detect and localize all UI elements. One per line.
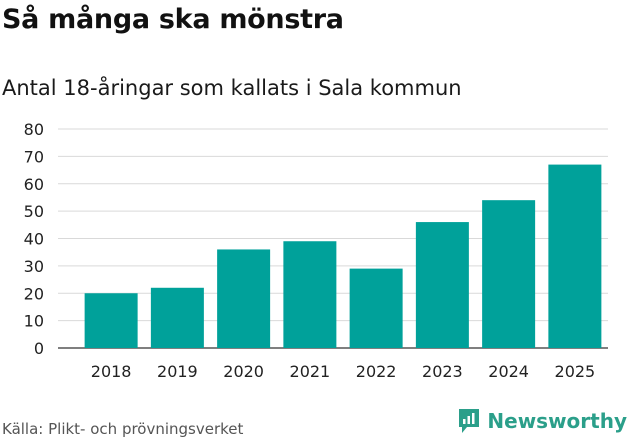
y-tick-label: 60: [24, 175, 44, 194]
bar-2018: [84, 293, 138, 348]
x-tick-label: 2022: [356, 362, 397, 381]
bar-2022: [349, 268, 403, 348]
bar-2020: [217, 249, 271, 348]
chart-title: Så många ska mönstra: [2, 4, 344, 35]
brand-name: Newsworthy: [487, 409, 627, 433]
x-tick-label: 2023: [422, 362, 463, 381]
newsworthy-logo: Newsworthy: [457, 405, 627, 437]
y-tick-label: 20: [24, 284, 44, 303]
x-tick-label: 2021: [290, 362, 331, 381]
newsworthy-icon: [459, 409, 480, 433]
x-tick-label: 2024: [488, 362, 529, 381]
bar-chart: 0 10 20 30 40 50 60 70 80 2018 2019 2020 2021 2022 202…: [24, 120, 608, 381]
y-tick-label: 70: [24, 147, 44, 166]
y-tick-label: 0: [34, 339, 44, 358]
bar-2025: [548, 164, 602, 348]
bar-2024: [482, 200, 536, 348]
chart-subtitle: Antal 18-åringar som kallats i Sala komm…: [2, 76, 462, 100]
y-tick-label: 30: [24, 257, 44, 276]
source-note: Källa: Plikt- och prövningsverket: [2, 420, 244, 438]
x-tick-label: 2019: [157, 362, 198, 381]
y-tick-label: 80: [24, 120, 44, 139]
y-tick-label: 40: [24, 230, 44, 249]
x-tick-label: 2018: [91, 362, 132, 381]
x-tick-label: 2020: [223, 362, 264, 381]
x-tick-label: 2025: [555, 362, 596, 381]
bar-2021: [283, 241, 337, 348]
y-tick-label: 10: [24, 312, 44, 331]
bar-2019: [150, 287, 204, 348]
y-tick-label: 50: [24, 202, 44, 221]
bar-2023: [415, 222, 469, 348]
